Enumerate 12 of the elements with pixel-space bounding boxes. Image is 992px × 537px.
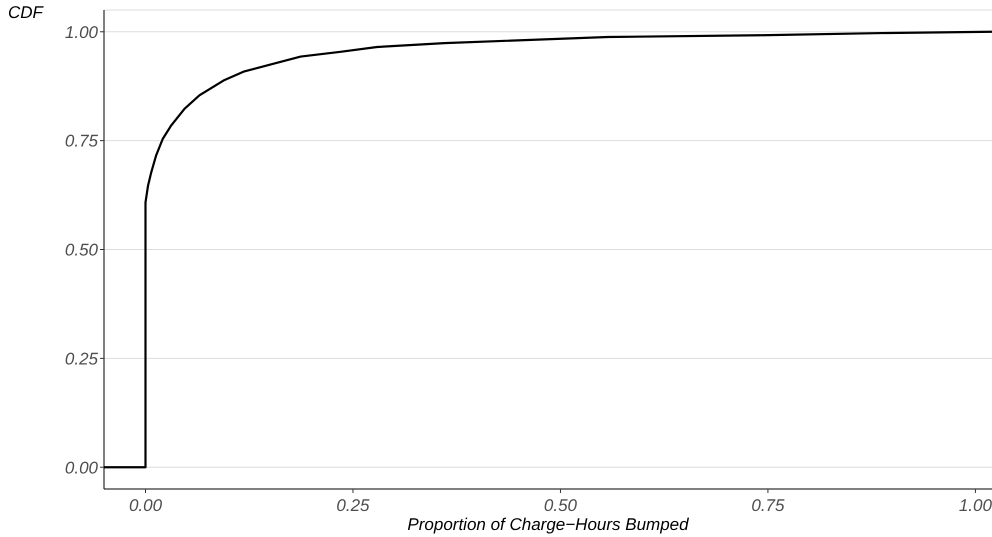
x-tick-label: 0.50 (544, 496, 578, 516)
y-tick-label: 1.00 (64, 22, 99, 42)
y-tick-label: 0.50 (64, 240, 99, 260)
y-tick-label: 0.75 (64, 132, 99, 151)
x-tick-label: 0.25 (336, 496, 370, 516)
x-tick-label: 0.75 (751, 496, 786, 516)
x-tick-label: 1.00 (958, 496, 992, 516)
x-tick-label: 0.00 (128, 496, 163, 516)
y-axis-title: CDF (8, 3, 45, 22)
x-axis-title: Proportion of Charge−Hours Bumped (407, 515, 690, 534)
y-tick-label: 0.00 (64, 458, 99, 478)
y-tick-label: 0.25 (64, 349, 99, 368)
